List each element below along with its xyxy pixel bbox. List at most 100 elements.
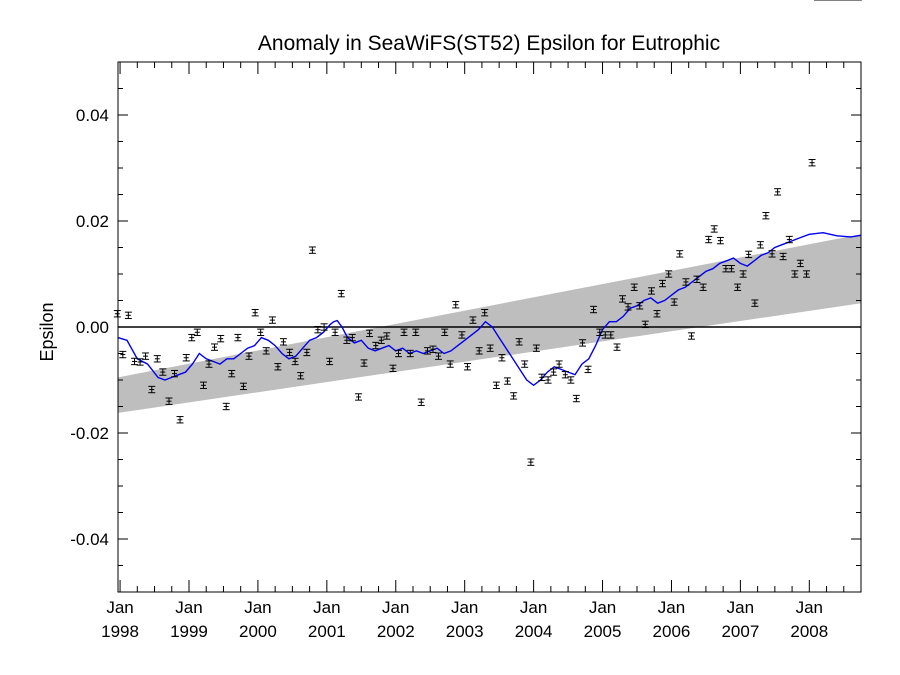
data-point	[291, 357, 299, 366]
data-point	[658, 279, 666, 288]
data-point	[389, 364, 397, 373]
x-tick-month: Jan	[175, 598, 202, 617]
chart-title: Anomaly in SeaWiFS(ST52) Epsilon for Eut…	[258, 32, 720, 55]
data-point	[429, 345, 437, 353]
data-point	[670, 298, 678, 306]
data-point	[136, 358, 144, 366]
y-tick-label: -0.04	[70, 530, 109, 549]
data-point	[182, 354, 190, 362]
data-point	[348, 333, 356, 342]
data-point	[383, 332, 391, 340]
y-tick-label: 0.04	[76, 106, 109, 125]
data-point	[176, 416, 184, 424]
data-point	[596, 328, 604, 336]
data-point	[217, 334, 225, 343]
data-point	[515, 338, 523, 346]
y-tick-label: 0.02	[76, 212, 109, 231]
data-point	[745, 250, 753, 259]
data-point	[165, 397, 173, 405]
x-tick-year: 2001	[308, 622, 346, 641]
data-point	[119, 350, 127, 359]
data-point	[234, 333, 242, 342]
data-point	[262, 347, 270, 355]
data-point	[412, 328, 420, 336]
data-point	[251, 309, 259, 317]
data-point	[665, 270, 673, 278]
data-point	[400, 328, 408, 336]
data-point	[699, 283, 707, 291]
data-point	[630, 283, 638, 291]
data-point	[803, 270, 811, 278]
data-point	[579, 339, 587, 347]
x-tick-month: Jan	[451, 598, 478, 617]
data-point	[124, 311, 132, 320]
y-tick-label: 0.00	[76, 318, 109, 337]
data-points	[113, 0, 862, 466]
data-point	[441, 328, 449, 336]
data-point	[148, 385, 156, 394]
y-tick-label: -0.02	[70, 424, 109, 443]
x-tick-year: 1998	[101, 622, 139, 641]
x-tick-month: Jan	[796, 598, 823, 617]
data-point	[785, 235, 793, 244]
data-point	[521, 360, 529, 368]
data-point	[567, 376, 575, 384]
x-tick-month: Jan	[106, 598, 133, 617]
x-tick-year: 2002	[377, 622, 415, 641]
data-point	[337, 289, 345, 298]
data-point	[498, 354, 506, 362]
data-point	[245, 352, 253, 360]
data-point	[199, 381, 207, 389]
data-point	[239, 382, 247, 391]
data-point	[653, 310, 661, 318]
data-point	[210, 343, 218, 351]
data-point	[131, 357, 139, 366]
data-point	[774, 188, 782, 196]
x-tick-month: Jan	[244, 598, 271, 617]
data-point	[762, 212, 770, 220]
x-tick-year: 2007	[721, 622, 759, 641]
data-point	[475, 347, 483, 355]
data-point	[619, 295, 627, 303]
data-point	[205, 360, 213, 368]
data-point	[142, 352, 150, 360]
data-point	[590, 305, 598, 314]
data-point	[636, 302, 644, 310]
data-point	[326, 357, 334, 366]
data-point	[286, 348, 294, 357]
data-point	[417, 398, 425, 406]
data-point	[716, 236, 724, 245]
data-point	[693, 275, 701, 283]
data-point	[734, 283, 742, 291]
data-point	[710, 225, 718, 233]
data-point	[343, 336, 351, 344]
data-point	[481, 309, 489, 317]
data-point	[572, 394, 580, 403]
data-point	[647, 287, 655, 295]
data-point	[555, 360, 563, 368]
data-point	[503, 377, 511, 385]
data-point	[768, 250, 776, 258]
data-point	[171, 369, 179, 378]
data-point	[687, 332, 695, 340]
data-point	[159, 368, 167, 376]
data-point	[584, 365, 592, 374]
smoothed-line	[117, 231, 862, 387]
x-tick-year: 2005	[584, 622, 622, 641]
x-tick-month: Jan	[658, 598, 685, 617]
data-point	[113, 310, 121, 318]
x-tick-year: 2006	[653, 622, 691, 641]
data-point	[228, 369, 236, 378]
data-point	[257, 328, 265, 336]
y-axis-label: Epsilon	[37, 302, 57, 361]
data-point	[458, 331, 466, 339]
data-point	[641, 320, 649, 329]
data-point	[188, 333, 196, 342]
data-point	[452, 301, 460, 309]
data-point	[550, 368, 558, 376]
data-point	[303, 348, 311, 357]
x-tick-month: Jan	[727, 598, 754, 617]
data-point	[705, 235, 713, 244]
data-point	[366, 329, 374, 338]
data-point	[613, 343, 621, 351]
